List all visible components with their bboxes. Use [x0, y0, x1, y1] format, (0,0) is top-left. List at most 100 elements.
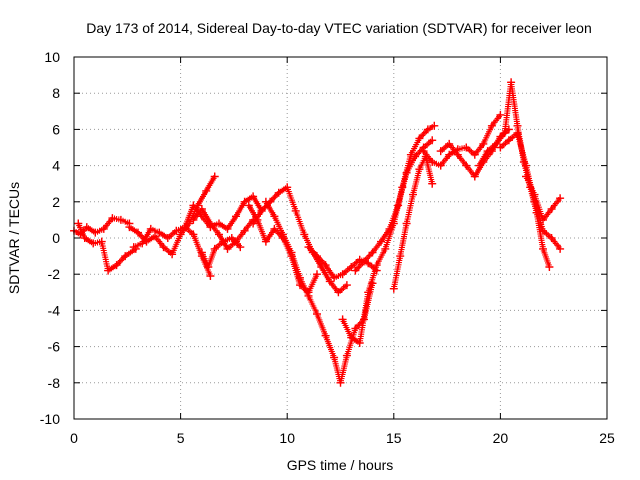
data-point: [347, 333, 356, 342]
y-tick-label: 2: [52, 194, 60, 210]
data-point: [215, 219, 223, 228]
data-point: [342, 281, 351, 290]
data-point: [539, 226, 547, 235]
data-point: [389, 284, 398, 293]
data-point: [125, 223, 134, 232]
series-satellite-track-14: [389, 152, 437, 293]
data-point: [82, 223, 91, 232]
data-point: [423, 125, 432, 134]
data-point: [409, 190, 417, 199]
y-tick-label: -6: [48, 339, 61, 355]
data-point: [116, 215, 125, 224]
data-point: [500, 129, 509, 137]
data-point: [325, 277, 334, 286]
data-point: [364, 259, 373, 268]
data-point: [487, 121, 496, 130]
series-group: [70, 78, 565, 387]
data-point: [556, 194, 565, 203]
data-point: [129, 243, 138, 252]
data-point: [338, 270, 347, 279]
data-point: [539, 215, 547, 224]
data-point: [415, 165, 424, 174]
data-point: [240, 226, 249, 235]
data-point: [321, 331, 330, 340]
data-point: [206, 219, 215, 228]
data-point: [492, 139, 501, 148]
data-point: [189, 201, 198, 210]
data-point: [436, 147, 445, 156]
y-tick-label: 0: [52, 230, 60, 246]
data-point: [274, 188, 283, 197]
data-point: [411, 152, 420, 161]
series-line: [478, 81, 551, 268]
data-point: [74, 219, 83, 228]
x-axis-title: GPS time / hours: [287, 457, 394, 473]
data-point: [462, 161, 471, 170]
axis-ticks: 0 5 10 15 20 25 -10 -8 -6 -4 -2 0 2 4 6 8 10: [40, 49, 615, 446]
data-point: [215, 230, 223, 239]
data-point: [355, 339, 364, 347]
data-point: [556, 244, 565, 253]
y-axis-title: SDTVAR / TECUs: [6, 182, 22, 294]
data-point: [522, 161, 530, 170]
data-point: [428, 179, 437, 188]
data-point: [146, 224, 155, 233]
data-point: [202, 186, 211, 195]
x-tick-label: 5: [177, 430, 185, 446]
data-point: [428, 136, 437, 145]
data-point: [270, 212, 279, 221]
data-point: [227, 234, 236, 242]
data-point: [197, 205, 206, 213]
x-tick-label: 10: [279, 430, 295, 446]
data-point: [453, 150, 462, 159]
data-point: [189, 215, 198, 224]
data-point: [470, 150, 479, 159]
data-point: [270, 224, 279, 233]
data-point: [313, 270, 321, 279]
data-point: [462, 143, 471, 152]
data-point: [507, 78, 516, 87]
data-point: [419, 147, 428, 156]
data-point: [99, 224, 108, 233]
data-point: [138, 239, 147, 248]
data-point: [381, 244, 390, 253]
data-point: [547, 205, 556, 213]
data-point: [249, 192, 258, 201]
data-point: [445, 139, 454, 148]
data-point: [496, 110, 505, 119]
data-point: [206, 272, 215, 280]
y-tick-label: 4: [52, 158, 60, 174]
data-point: [436, 161, 445, 170]
data-point: [355, 255, 364, 264]
data-point: [545, 263, 554, 271]
data-point: [475, 161, 484, 170]
data-point: [180, 223, 189, 232]
data-point: [291, 206, 300, 215]
data-point: [172, 226, 181, 235]
data-point: [210, 172, 219, 181]
series-satellite-track-10: [244, 201, 321, 297]
data-point: [253, 215, 262, 224]
data-point: [368, 248, 377, 257]
data-point: [396, 252, 405, 261]
data-point: [483, 147, 492, 156]
data-point: [547, 234, 556, 242]
y-tick-label: -8: [48, 375, 61, 391]
series-satellite-track-4: [129, 223, 215, 280]
data-point: [244, 201, 253, 210]
data-point: [351, 324, 360, 333]
data-point: [430, 121, 439, 130]
data-point: [249, 219, 258, 228]
series-markers: [476, 79, 553, 270]
data-point: [304, 288, 313, 297]
x-tick-label: 0: [70, 430, 78, 446]
data-point: [189, 230, 198, 239]
series-line: [265, 201, 374, 384]
data-point: [351, 266, 360, 275]
data-point: [539, 244, 547, 253]
data-point: [163, 234, 172, 242]
data-point: [232, 212, 240, 221]
data-point: [80, 234, 89, 242]
data-point: [402, 168, 411, 177]
